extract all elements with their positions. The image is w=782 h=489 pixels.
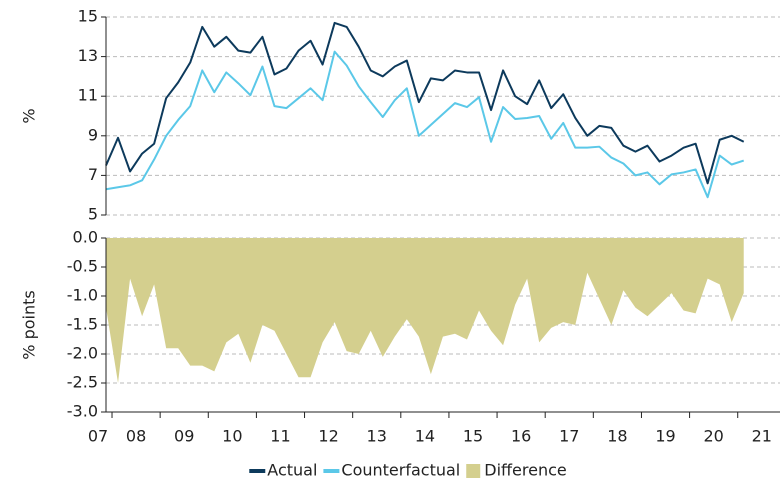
x-tick-label: 21: [752, 427, 772, 446]
y-tick-label: 0.0: [73, 228, 98, 247]
x-tick-label: 10: [222, 427, 242, 446]
x-tick-label: 19: [655, 427, 675, 446]
y-tick-label: 13: [78, 46, 98, 65]
y-axis-label: % points: [20, 290, 39, 359]
y-tick-label: -1.5: [67, 315, 98, 334]
y-tick-label: 9: [88, 125, 98, 144]
y-tick-label: -3.0: [67, 402, 98, 421]
legend-label: Actual: [267, 461, 317, 480]
y-tick-label: -1.0: [67, 286, 98, 305]
x-tick-label: 14: [415, 427, 435, 446]
line-series: [105, 21, 745, 185]
legend-swatch: [323, 469, 340, 473]
x-tick-label: 08: [126, 427, 146, 446]
y-tick-label: 15: [78, 7, 98, 26]
x-tick-label: 16: [511, 427, 531, 446]
x-tick-label: 20: [703, 427, 723, 446]
legend: Actual Counterfactual Difference: [249, 461, 567, 480]
x-tick-label: 07: [88, 427, 108, 446]
y-tick-label: 11: [78, 86, 98, 105]
x-tick-label: 11: [270, 427, 290, 446]
legend-label: Difference: [484, 461, 566, 480]
x-tick-label: 17: [559, 427, 579, 446]
legend-swatch: [249, 469, 266, 473]
x-tick-label: 18: [607, 427, 627, 446]
x-tick-label: 13: [367, 427, 387, 446]
legend-swatch: [466, 464, 481, 478]
x-tick-label: 12: [318, 427, 338, 446]
y-axis-label: %: [20, 108, 39, 123]
line-series: [105, 50, 745, 199]
area-series: [106, 238, 744, 383]
y-tick-label: -2.5: [67, 373, 98, 392]
x-tick-label: 09: [174, 427, 194, 446]
legend-label: Counterfactual: [341, 461, 460, 480]
y-tick-label: 7: [88, 165, 98, 184]
y-tick-label: 5: [88, 205, 98, 224]
y-tick-label: -0.5: [67, 257, 98, 276]
x-tick-label: 15: [463, 427, 483, 446]
y-tick-label: -2.0: [67, 344, 98, 363]
